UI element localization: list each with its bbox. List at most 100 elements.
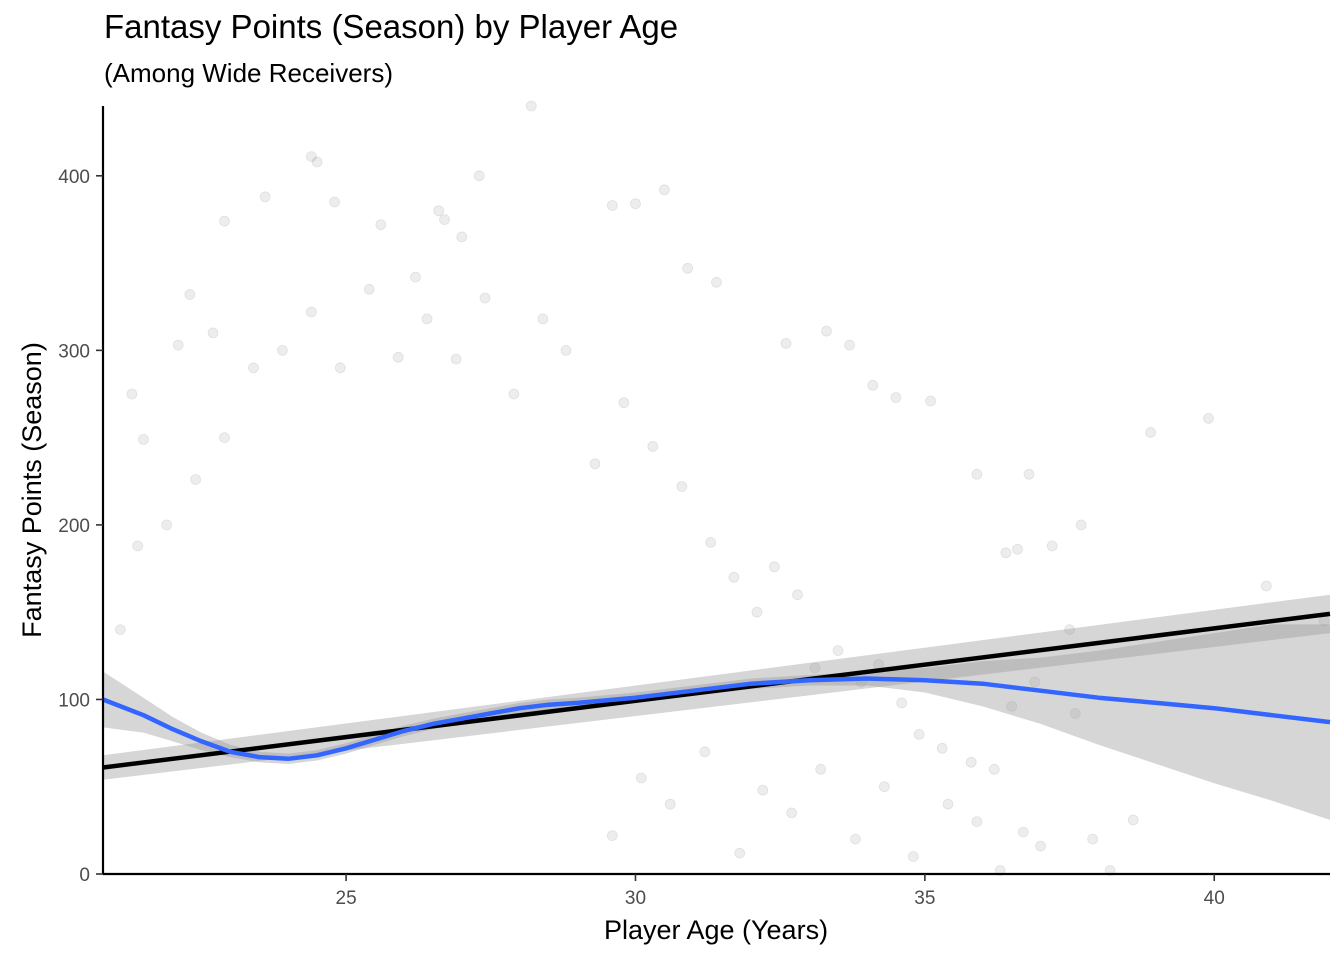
data-point [560,344,572,356]
data-point [433,205,445,217]
data-point [659,184,670,196]
data-point [1260,580,1272,592]
data-point [757,784,769,796]
y-tick-label: 200 [58,516,90,537]
data-point [172,339,184,351]
data-point [965,756,977,768]
data-point [971,816,983,827]
data-point [479,292,491,304]
data-point [1145,426,1156,438]
data-point [1017,826,1029,838]
data-point [329,196,340,208]
data-point [1023,468,1035,480]
x-tick-label: 30 [625,888,646,909]
data-point [1069,708,1081,719]
y-axis-title: Fantasy Points (Season) [17,342,47,638]
data-point [1203,412,1214,424]
data-point [1064,624,1075,635]
data-point [1012,543,1023,555]
x-tick-label: 25 [336,888,357,909]
data-point [219,215,230,227]
data-point [769,561,780,573]
data-point [190,474,202,485]
data-point [635,772,647,784]
data-point [184,289,196,300]
data-point [925,395,936,407]
y-tick-label: 100 [58,690,90,711]
data-point [1029,676,1041,688]
data-point [334,362,346,374]
data-point [450,353,462,365]
data-point [942,798,954,810]
data-point [780,337,792,349]
data-point [850,833,861,845]
y-ticks: 0 100 200 300 400 [58,167,103,886]
chart-subtitle: (Among Wide Receivers) [104,58,393,88]
chart-title: Fantasy Points (Season) by Player Age [104,8,679,45]
data-point [439,214,450,225]
data-point [664,798,676,810]
data-point [1127,814,1139,826]
data-point [711,276,722,288]
data-point [890,392,902,403]
data-point [456,231,468,243]
y-tick-label: 0 [79,865,90,886]
data-point [276,344,288,356]
data-point [410,271,421,283]
data-point [305,306,317,318]
data-point [832,645,844,656]
data-point [606,830,618,841]
axes [101,106,1330,876]
data-point [844,339,855,351]
data-point [907,851,919,862]
data-point [525,100,537,112]
data-point [248,362,259,374]
loess_fit-confidence-band [103,624,1330,820]
data-point [867,379,879,391]
x-axis-title: Player Age (Years) [604,915,828,945]
linear_fit-line [102,611,1331,770]
data-point [647,440,659,452]
data-point [363,283,375,295]
data-point [699,746,711,758]
data-point [392,351,404,363]
loess_fit-line [102,676,1331,762]
data-point [821,325,832,337]
data-point [971,468,983,480]
data-point [115,624,126,635]
data-point [473,170,485,182]
data-point [676,481,688,492]
data-point [815,763,827,775]
data-point [751,606,763,618]
data-point [311,156,323,168]
data-point [705,537,717,548]
data-point [896,697,908,709]
data-point [988,763,1000,775]
data-point [126,388,138,400]
fit-lines [102,594,1331,820]
data-point [630,198,641,210]
data-point [132,540,144,552]
data-point [421,313,433,325]
data-point [1087,833,1099,845]
data-point [207,327,219,339]
data-point [508,388,520,400]
data-point [219,432,230,444]
y-tick-label: 400 [58,167,90,188]
data-point [138,433,149,445]
data-point [734,847,746,859]
data-point [1035,840,1046,852]
data-point [1006,701,1018,712]
data-point [728,571,740,583]
data-point [259,191,271,203]
y-tick-label: 300 [58,341,90,362]
data-point [878,781,890,793]
x-tick-label: 35 [914,888,935,909]
data-point [936,742,948,754]
data-point [618,397,630,409]
x-tick-label: 40 [1204,888,1225,909]
data-point [786,807,798,819]
data-point [589,458,601,470]
data-point [375,219,387,231]
